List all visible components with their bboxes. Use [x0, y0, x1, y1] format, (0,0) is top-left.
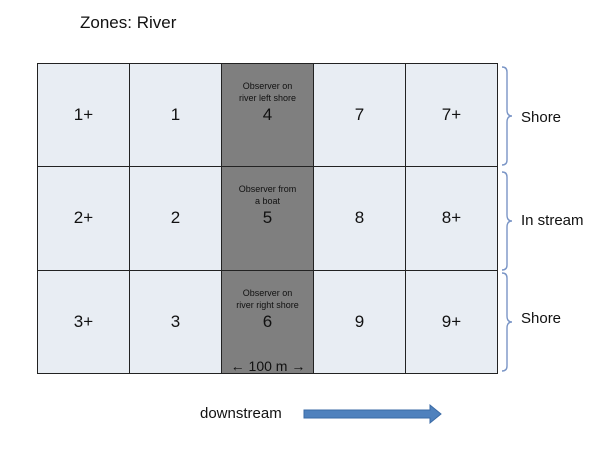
zone-label-shore-top: Shore	[521, 109, 562, 126]
zone-cell-2: 2	[130, 167, 222, 271]
zone-grid: 1+ 1 Observer on river left shore 4 7 7+ 2+ 2 Ob…	[37, 63, 498, 374]
zone-number: 3+	[73, 311, 94, 331]
zone-label-in-stream: In stream	[521, 212, 584, 229]
zone-cell-4: Observer on river left shore 4	[222, 64, 314, 168]
zone-number: 6	[262, 311, 273, 331]
zone-number: 7+	[441, 105, 462, 125]
zone-number: 2	[170, 208, 181, 228]
zone-cell-3: 3	[130, 270, 222, 374]
zone-cell-8-plus: 8+	[406, 167, 498, 271]
diagram-title: Zones: River	[80, 13, 177, 32]
zone-number: 2+	[73, 208, 94, 228]
distance-label: ← 100 m →	[230, 358, 306, 374]
zone-number: 9+	[441, 311, 462, 331]
observer-label: Observer on river left shore	[238, 81, 297, 103]
zone-number: 7	[354, 105, 365, 125]
zone-cell-6: Observer on river right shore 6	[222, 270, 314, 374]
brace-shore-bottom	[501, 272, 513, 372]
zone-cell-9-plus: 9+	[406, 270, 498, 374]
brace-shore-top	[501, 66, 513, 166]
observer-label: Observer from a boat	[238, 184, 297, 207]
zone-cell-7: 7	[314, 64, 406, 168]
zone-number: 4	[262, 105, 273, 125]
zone-number: 9	[354, 311, 365, 331]
zone-cell-1-plus: 1+	[38, 64, 130, 168]
zone-number: 3	[170, 311, 181, 331]
zone-number: 8	[354, 208, 365, 228]
zone-cell-8: 8	[314, 167, 406, 271]
zone-cell-3-plus: 3+	[38, 270, 130, 374]
zone-label-shore-bottom: Shore	[521, 310, 562, 327]
downstream-arrow-icon	[303, 403, 442, 425]
zone-cell-9: 9	[314, 270, 406, 374]
zone-cell-5: Observer from a boat 5	[222, 167, 314, 271]
zone-cell-7-plus: 7+	[406, 64, 498, 168]
zone-number: 1	[170, 105, 181, 125]
zone-number: 8+	[441, 208, 462, 228]
zone-number: 1+	[73, 105, 94, 125]
zone-cell-2-plus: 2+	[38, 167, 130, 271]
zone-number: 5	[262, 208, 273, 228]
zone-cell-1: 1	[130, 64, 222, 168]
downstream-label: downstream	[200, 405, 282, 422]
brace-in-stream	[501, 171, 513, 271]
observer-label: Observer on river right shore	[236, 287, 299, 310]
